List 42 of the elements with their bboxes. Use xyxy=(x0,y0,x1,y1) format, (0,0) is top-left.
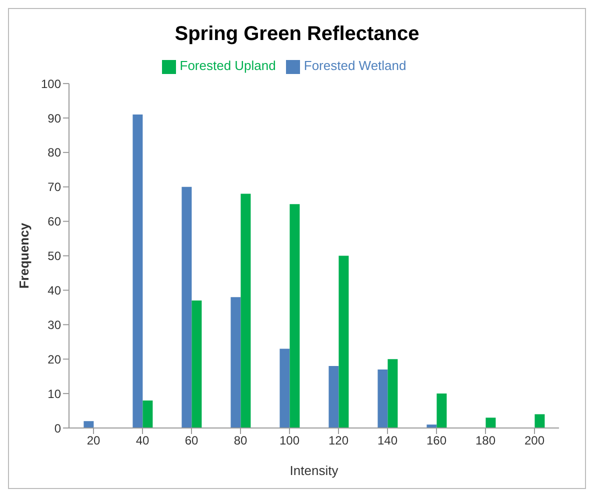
legend-label: Forested Wetland xyxy=(304,58,406,73)
bar xyxy=(388,359,398,428)
bar xyxy=(84,421,94,428)
legend-label: Forested Upland xyxy=(180,58,276,73)
x-tick-label: 100 xyxy=(279,434,300,448)
x-tick-label: 120 xyxy=(328,434,349,448)
bar xyxy=(338,256,349,428)
bar xyxy=(192,300,202,428)
bar xyxy=(290,204,300,428)
y-tick-label: 20 xyxy=(48,352,62,366)
bar xyxy=(378,369,388,428)
y-tick-label: 10 xyxy=(48,386,62,401)
x-tick-label: 200 xyxy=(524,434,545,448)
bar xyxy=(230,297,241,428)
y-tick-label: 60 xyxy=(48,214,62,229)
bar xyxy=(436,394,447,428)
y-tick-label: 0 xyxy=(54,421,62,436)
x-tick-label: 60 xyxy=(184,434,198,448)
x-tick-label: 160 xyxy=(426,434,447,448)
bar xyxy=(142,400,153,428)
y-tick-label: 100 xyxy=(40,76,62,91)
bar xyxy=(486,418,496,428)
x-tick-label: 140 xyxy=(377,434,398,448)
y-tick-label: 30 xyxy=(48,318,62,332)
x-tick-label: 80 xyxy=(234,434,248,448)
bar xyxy=(132,114,143,428)
x-tick-label: 180 xyxy=(475,434,496,448)
y-tick-label: 40 xyxy=(48,283,62,298)
bar xyxy=(534,414,545,428)
x-tick-label: 40 xyxy=(136,434,150,448)
bar xyxy=(280,348,290,428)
bar xyxy=(328,366,339,428)
x-tick-label: 20 xyxy=(86,434,100,448)
y-tick-label: 70 xyxy=(48,180,62,194)
y-tick-label: 90 xyxy=(48,111,62,126)
chart-title: Spring Green Reflectance xyxy=(174,22,420,47)
x-axis-title: Intensity xyxy=(290,463,339,478)
bar xyxy=(182,186,192,428)
y-tick-label: 80 xyxy=(48,146,62,160)
y-tick-label: 50 xyxy=(48,249,62,264)
bar xyxy=(240,194,251,428)
y-axis-title: Frequency xyxy=(16,222,32,289)
